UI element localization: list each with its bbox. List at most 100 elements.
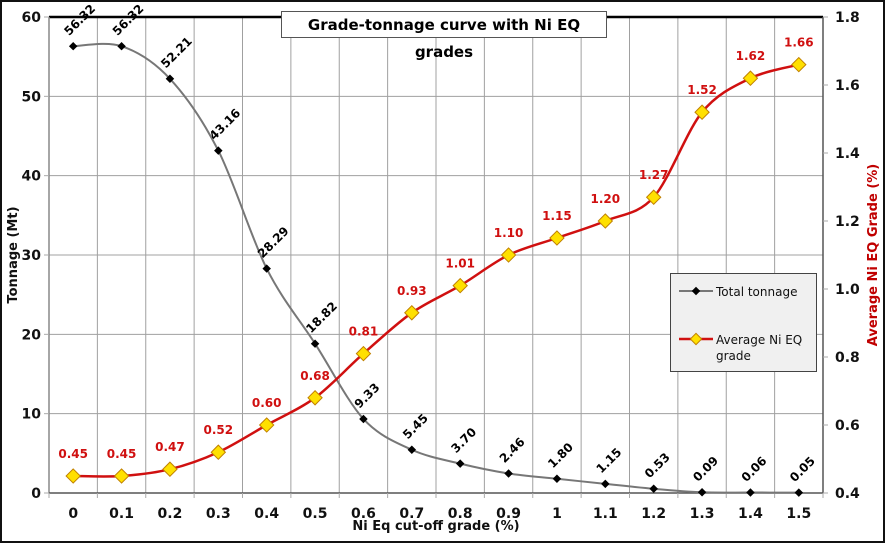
y-tick-label: 60 [22, 10, 42, 26]
tonnage-marker [359, 414, 368, 424]
x-tick-label: 0.1 [109, 506, 134, 522]
grade-marker [645, 189, 662, 205]
grade-data-label: 0.81 [349, 325, 379, 339]
grade-data-label: 1.52 [687, 83, 717, 97]
tonnage-data-label: 2.46 [497, 435, 528, 466]
tonnage-marker [214, 146, 223, 155]
grade-data-label: 1.27 [639, 168, 669, 182]
x-tick-label: 0.8 [448, 506, 473, 522]
gridlines [49, 17, 823, 493]
y2-tick-label: 0.8 [835, 350, 860, 366]
grade-marker [307, 390, 323, 406]
grade-line [73, 63, 800, 478]
grade-marker [258, 417, 275, 433]
tonnage-marker [794, 488, 804, 497]
legend-item-total-tonnage: Total tonnage [679, 284, 814, 300]
legend-label: Average Ni EQ grade [716, 333, 803, 363]
x-tick-label: 0.9 [496, 506, 521, 522]
grade-data-label: 1.15 [542, 209, 572, 223]
series-average-grade [65, 56, 807, 484]
grade-data-label: 0.45 [58, 447, 88, 461]
tonnage-marker [649, 484, 658, 494]
tonnage-data-label: 5.45 [400, 411, 431, 442]
tonnage-data-label: 1.80 [545, 440, 576, 471]
x-tick-label: 1.4 [738, 506, 763, 522]
tonnage-data-label: 0.05 [787, 454, 818, 485]
grade-marker [694, 104, 710, 120]
x-tick-label: 1.5 [786, 506, 811, 522]
grade-data-label: 0.47 [155, 440, 185, 454]
tonnage-marker [262, 264, 271, 273]
grade-marker [210, 444, 227, 460]
x-tick-label: 1 [552, 506, 562, 522]
grade-marker [500, 247, 517, 263]
legend-item-average-grade: Average Ni EQ grade [679, 332, 814, 364]
y2-tick-label: 1.8 [835, 10, 860, 26]
y2-tick-label: 0.6 [835, 418, 860, 434]
y2-tick-label: 0.4 [835, 486, 860, 502]
grade-marker [452, 277, 468, 294]
x-tick-label: 1.1 [593, 506, 618, 522]
grade-data-label: 1.10 [494, 226, 524, 240]
y-axis-title: Tonnage (Mt) [6, 206, 21, 303]
legend-line-marker-icon [679, 284, 713, 298]
grade-marker [791, 56, 807, 73]
grade-marker [113, 468, 130, 484]
chart-title: Grade-tonnage curve with Ni EQ grades [281, 11, 607, 61]
x-tick-label: 0.6 [351, 506, 376, 522]
grade-data-label: 0.60 [252, 396, 282, 410]
grade-marker [355, 345, 372, 362]
grade-data-label: 0.68 [300, 369, 330, 383]
tonnage-data-label: 0.53 [642, 450, 673, 481]
grade-data-label: 1.20 [591, 192, 621, 206]
tonnage-marker [504, 469, 513, 478]
y-tick-label: 30 [22, 248, 42, 264]
tonnage-data-label: 56.32 [110, 2, 147, 39]
grade-marker [65, 468, 81, 484]
tonnage-marker [455, 459, 465, 468]
grade-marker [549, 230, 565, 246]
legend: Total tonnage Average Ni EQ grade [670, 273, 817, 372]
tonnage-data-label: 43.16 [207, 106, 244, 143]
x-tick-label: 0.7 [399, 506, 424, 522]
legend-label: Total tonnage [716, 285, 798, 299]
tonnage-marker [697, 488, 707, 497]
tonnage-data-label: 3.70 [448, 425, 479, 456]
y2-tick-label: 1.6 [835, 78, 860, 94]
series-total-tonnage [68, 41, 804, 497]
grade-data-label: 1.01 [445, 257, 475, 271]
legend-diamond-marker-icon [679, 332, 713, 346]
grade-data-label: 0.93 [397, 284, 427, 298]
x-tick-label: 0.4 [254, 506, 279, 522]
y-tick-label: 20 [22, 327, 42, 343]
grade-data-label: 0.45 [107, 447, 137, 461]
y-tick-label: 50 [22, 89, 42, 105]
y-tick-label: 10 [22, 407, 42, 423]
grade-marker [597, 213, 614, 229]
y2-tick-label: 1.4 [835, 146, 860, 162]
tonnage-marker [165, 74, 175, 84]
tonnage-data-label: 0.09 [690, 454, 721, 485]
y-tick-label: 0 [31, 486, 41, 502]
grade-marker [162, 461, 178, 477]
tonnage-marker [310, 339, 320, 348]
x-axis-title: Ni Eq cut-off grade (%) [352, 519, 519, 534]
tonnage-marker [601, 479, 610, 489]
y2-tick-label: 1.0 [835, 282, 860, 298]
tonnage-data-label: 1.15 [594, 445, 625, 476]
tonnage-data-label: 0.06 [739, 454, 770, 485]
grade-data-label: 1.62 [736, 49, 766, 63]
tonnage-marker [117, 41, 126, 51]
tonnage-marker [68, 41, 78, 51]
tonnage-data-label: 9.33 [352, 380, 383, 411]
x-tick-label: 0.2 [158, 506, 183, 522]
y2-tick-label: 1.2 [835, 214, 860, 230]
x-tick-label: 1.3 [690, 506, 715, 522]
tonnage-marker [552, 474, 562, 483]
y2-axis-title: Average Ni EQ Grade (%) [866, 164, 881, 346]
x-tick-label: 0.5 [303, 506, 328, 522]
x-tick-label: 0 [68, 506, 78, 522]
grade-data-label: 1.66 [784, 36, 814, 50]
